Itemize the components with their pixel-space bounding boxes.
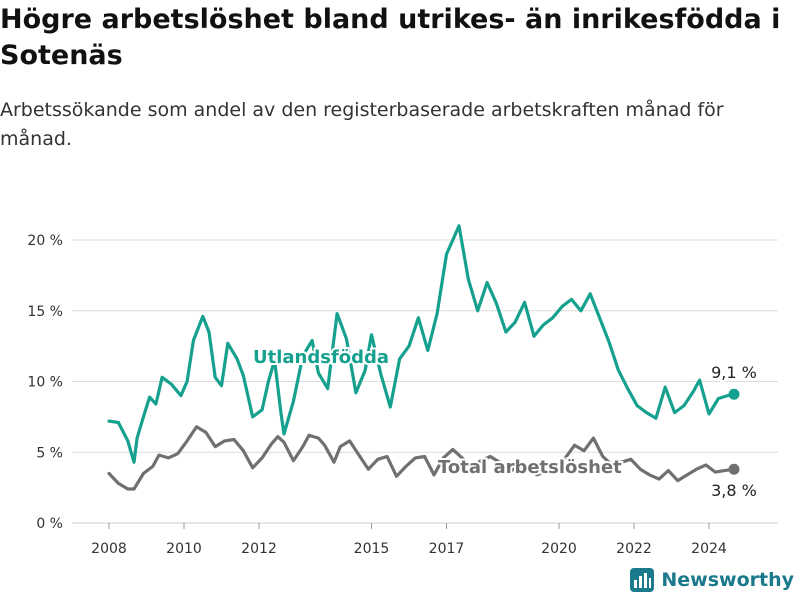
x-tick-label: 2017 xyxy=(429,541,465,557)
series-end-marker xyxy=(728,388,740,400)
y-axis-ticks: 0 % 5 % 10 % 15 % 20 % xyxy=(27,233,63,532)
x-tick-label: 2024 xyxy=(691,541,727,557)
y-tick-label: 0 % xyxy=(36,516,63,532)
series-end-marker xyxy=(728,463,740,475)
series-end-value: 9,1 % xyxy=(711,363,757,382)
line-chart: 0 %5 %10 %15 %20 % 2008 2010 2012 2015 2017 2… xyxy=(27,224,778,557)
y-tick-label: 10 % xyxy=(27,375,63,391)
x-tick-label: 2010 xyxy=(166,541,202,557)
y-tick-label: 5 % xyxy=(36,445,63,461)
y-tick-label: 15 % xyxy=(27,304,63,320)
x-tick-label: 2008 xyxy=(91,541,127,557)
x-tick-label: 2012 xyxy=(241,541,277,557)
brand-logo: Newsworthy xyxy=(630,568,794,592)
x-tick-label: 2015 xyxy=(354,541,390,557)
x-tick-label: 2020 xyxy=(541,541,577,557)
y-tick-label: 20 % xyxy=(27,233,63,249)
series-line-1 xyxy=(107,425,736,491)
grid-lines xyxy=(72,239,778,453)
chart-subtitle: Arbetssökande som andel av den registerb… xyxy=(0,99,724,150)
series-line-0 xyxy=(107,224,736,464)
chart-title: Högre arbetslöshet bland utrikes- än inr… xyxy=(0,4,781,71)
series-end-value: 3,8 % xyxy=(711,481,757,500)
series-name-label: Utlandsfödda xyxy=(253,347,389,368)
brand-name: Newsworthy xyxy=(661,569,794,591)
series-lines xyxy=(107,224,740,491)
x-tick-label: 2022 xyxy=(616,541,652,557)
newsworthy-logo-icon xyxy=(630,568,655,592)
series-name-label: Total arbetslöshet xyxy=(438,457,622,478)
x-axis-ticks: 2008 2010 2012 2015 2017 2020 2022 2024 xyxy=(91,523,727,557)
series-labels: Utlandsfödda 9,1 % Total arbetslöshet 3,8 % xyxy=(251,345,759,502)
